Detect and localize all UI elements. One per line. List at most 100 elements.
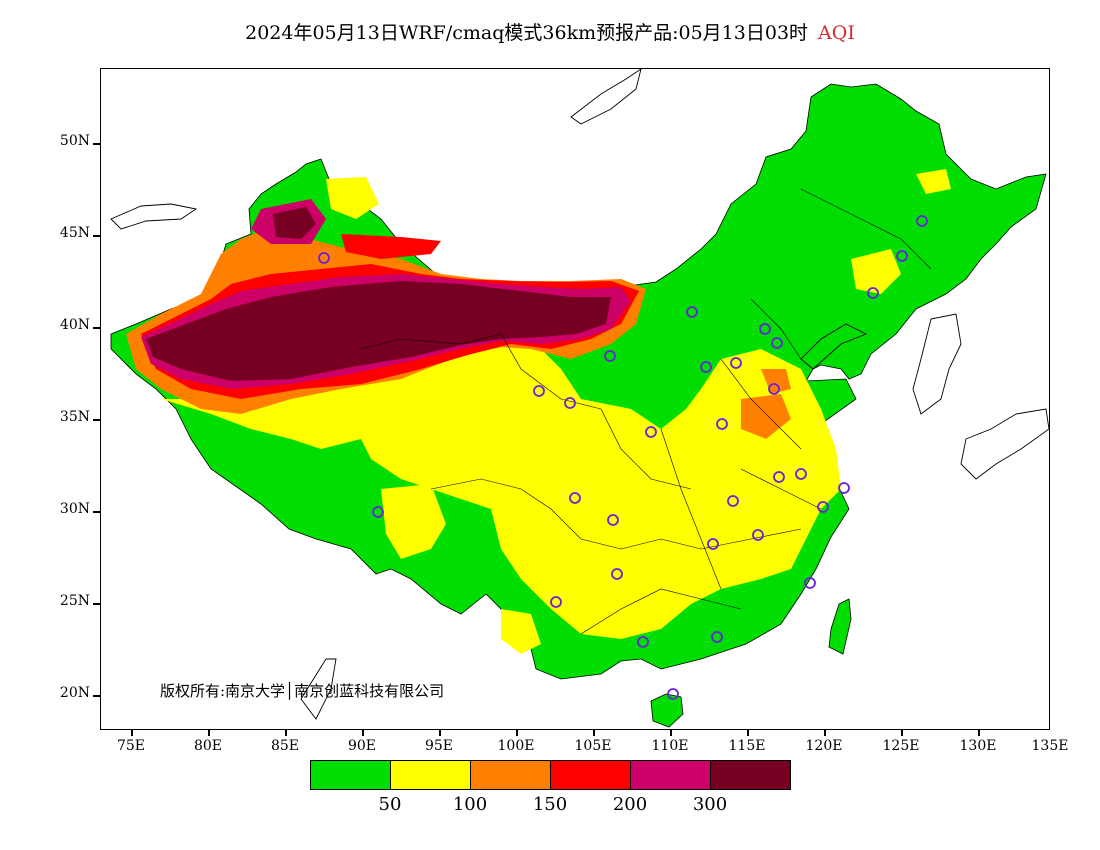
hainan-island xyxy=(650,693,684,728)
lon-label: 125E xyxy=(882,738,920,754)
lat-label: 35N xyxy=(59,409,90,425)
station-marker xyxy=(838,482,850,494)
station-marker xyxy=(716,418,728,430)
lon-tick xyxy=(285,730,287,736)
lon-tick xyxy=(670,730,672,736)
lon-label: 80E xyxy=(193,738,223,754)
aqi-zone-yellow xyxy=(916,169,951,194)
colorbar-swatch xyxy=(550,760,631,790)
lon-label: 105E xyxy=(574,738,612,754)
lat-label: 45N xyxy=(59,225,90,241)
station-marker xyxy=(773,471,785,483)
station-marker xyxy=(372,506,384,518)
colorbar-swatch xyxy=(630,760,711,790)
aqi-zone-yellow xyxy=(326,177,379,219)
lat-tick xyxy=(93,511,100,513)
lon-label: 100E xyxy=(497,738,535,754)
station-marker xyxy=(667,688,679,700)
province-boundaries xyxy=(360,188,932,635)
station-marker xyxy=(686,306,698,318)
lon-label: 120E xyxy=(805,738,843,754)
lat-label: 25N xyxy=(59,593,90,609)
lon-tick xyxy=(516,730,518,736)
map-title-main: 2024年05月13日WRF/cmaq模式36km预报产品:05月13日03时 xyxy=(245,22,809,44)
station-marker xyxy=(804,577,816,589)
lat-tick xyxy=(93,419,100,421)
lon-tick xyxy=(901,730,903,736)
station-marker xyxy=(867,287,879,299)
copyright-text: 版权所有:南京大学│南京创蓝科技有限公司 xyxy=(160,682,445,700)
station-marker xyxy=(637,636,649,648)
colorbar-swatch xyxy=(710,760,791,790)
lon-label: 95E xyxy=(424,738,454,754)
colorbar-label: 150 xyxy=(532,794,568,815)
korea-coast xyxy=(912,313,962,415)
station-marker xyxy=(318,252,330,264)
colorbar-swatch xyxy=(390,760,471,790)
lon-label: 135E xyxy=(1031,738,1069,754)
lon-tick xyxy=(439,730,441,736)
aqi-zone-red xyxy=(341,234,441,259)
colorbar-swatch xyxy=(310,760,391,790)
colorbar-label: 200 xyxy=(612,794,648,815)
aqi-zone-yellow xyxy=(161,334,841,639)
aqi-map xyxy=(110,69,1049,728)
lon-tick xyxy=(208,730,210,736)
station-marker xyxy=(569,492,581,504)
lake-coast xyxy=(110,203,198,230)
lat-tick xyxy=(93,327,100,329)
station-marker xyxy=(896,250,908,262)
japan-coast xyxy=(960,408,1049,480)
sakhalin-coast xyxy=(570,69,642,125)
aqi-zone-orange xyxy=(741,394,791,439)
station-marker xyxy=(752,529,764,541)
lon-tick xyxy=(978,730,980,736)
taiwan-island xyxy=(828,598,852,655)
lon-label: 90E xyxy=(347,738,377,754)
aqi-zone-yellow xyxy=(851,249,901,294)
colorbar-label: 50 xyxy=(378,794,402,815)
station-marker xyxy=(611,568,623,580)
colorbar-swatch xyxy=(470,760,551,790)
station-marker xyxy=(759,323,771,335)
station-marker xyxy=(550,596,562,608)
lon-label: 110E xyxy=(651,738,689,754)
lon-tick xyxy=(362,730,364,736)
station-marker xyxy=(607,514,619,526)
lon-label: 130E xyxy=(959,738,997,754)
lon-label: 75E xyxy=(116,738,146,754)
station-marker xyxy=(707,538,719,550)
station-marker xyxy=(768,383,780,395)
station-marker xyxy=(564,397,576,409)
station-marker xyxy=(645,426,657,438)
station-marker xyxy=(795,468,807,480)
aqi-zone-maroon xyxy=(273,207,316,239)
colorbar-label: 300 xyxy=(692,794,728,815)
lat-tick xyxy=(93,695,100,697)
lon-label: 115E xyxy=(728,738,766,754)
station-marker xyxy=(533,385,545,397)
lat-label: 30N xyxy=(59,501,90,517)
lon-tick xyxy=(747,730,749,736)
lat-label: 50N xyxy=(59,133,90,149)
aqi-zone-yellow xyxy=(381,484,446,559)
station-marker xyxy=(730,357,742,369)
station-marker xyxy=(916,215,928,227)
station-marker xyxy=(604,350,616,362)
lat-tick xyxy=(93,143,100,145)
lon-label: 85E xyxy=(270,738,300,754)
lat-tick xyxy=(93,603,100,605)
station-marker xyxy=(771,337,783,349)
lon-tick xyxy=(824,730,826,736)
indochina-coast xyxy=(300,658,337,720)
map-title: 2024年05月13日WRF/cmaq模式36km预报产品:05月13日03时 A… xyxy=(0,18,1100,45)
variable-label: AQI xyxy=(818,22,855,44)
station-marker xyxy=(711,631,723,643)
aqi-zone-yellow xyxy=(501,609,541,654)
station-markers xyxy=(318,215,928,700)
map-frame xyxy=(100,68,1050,730)
lat-label: 40N xyxy=(59,317,90,333)
station-marker xyxy=(700,361,712,373)
lat-label: 20N xyxy=(59,685,90,701)
lat-tick xyxy=(93,235,100,237)
